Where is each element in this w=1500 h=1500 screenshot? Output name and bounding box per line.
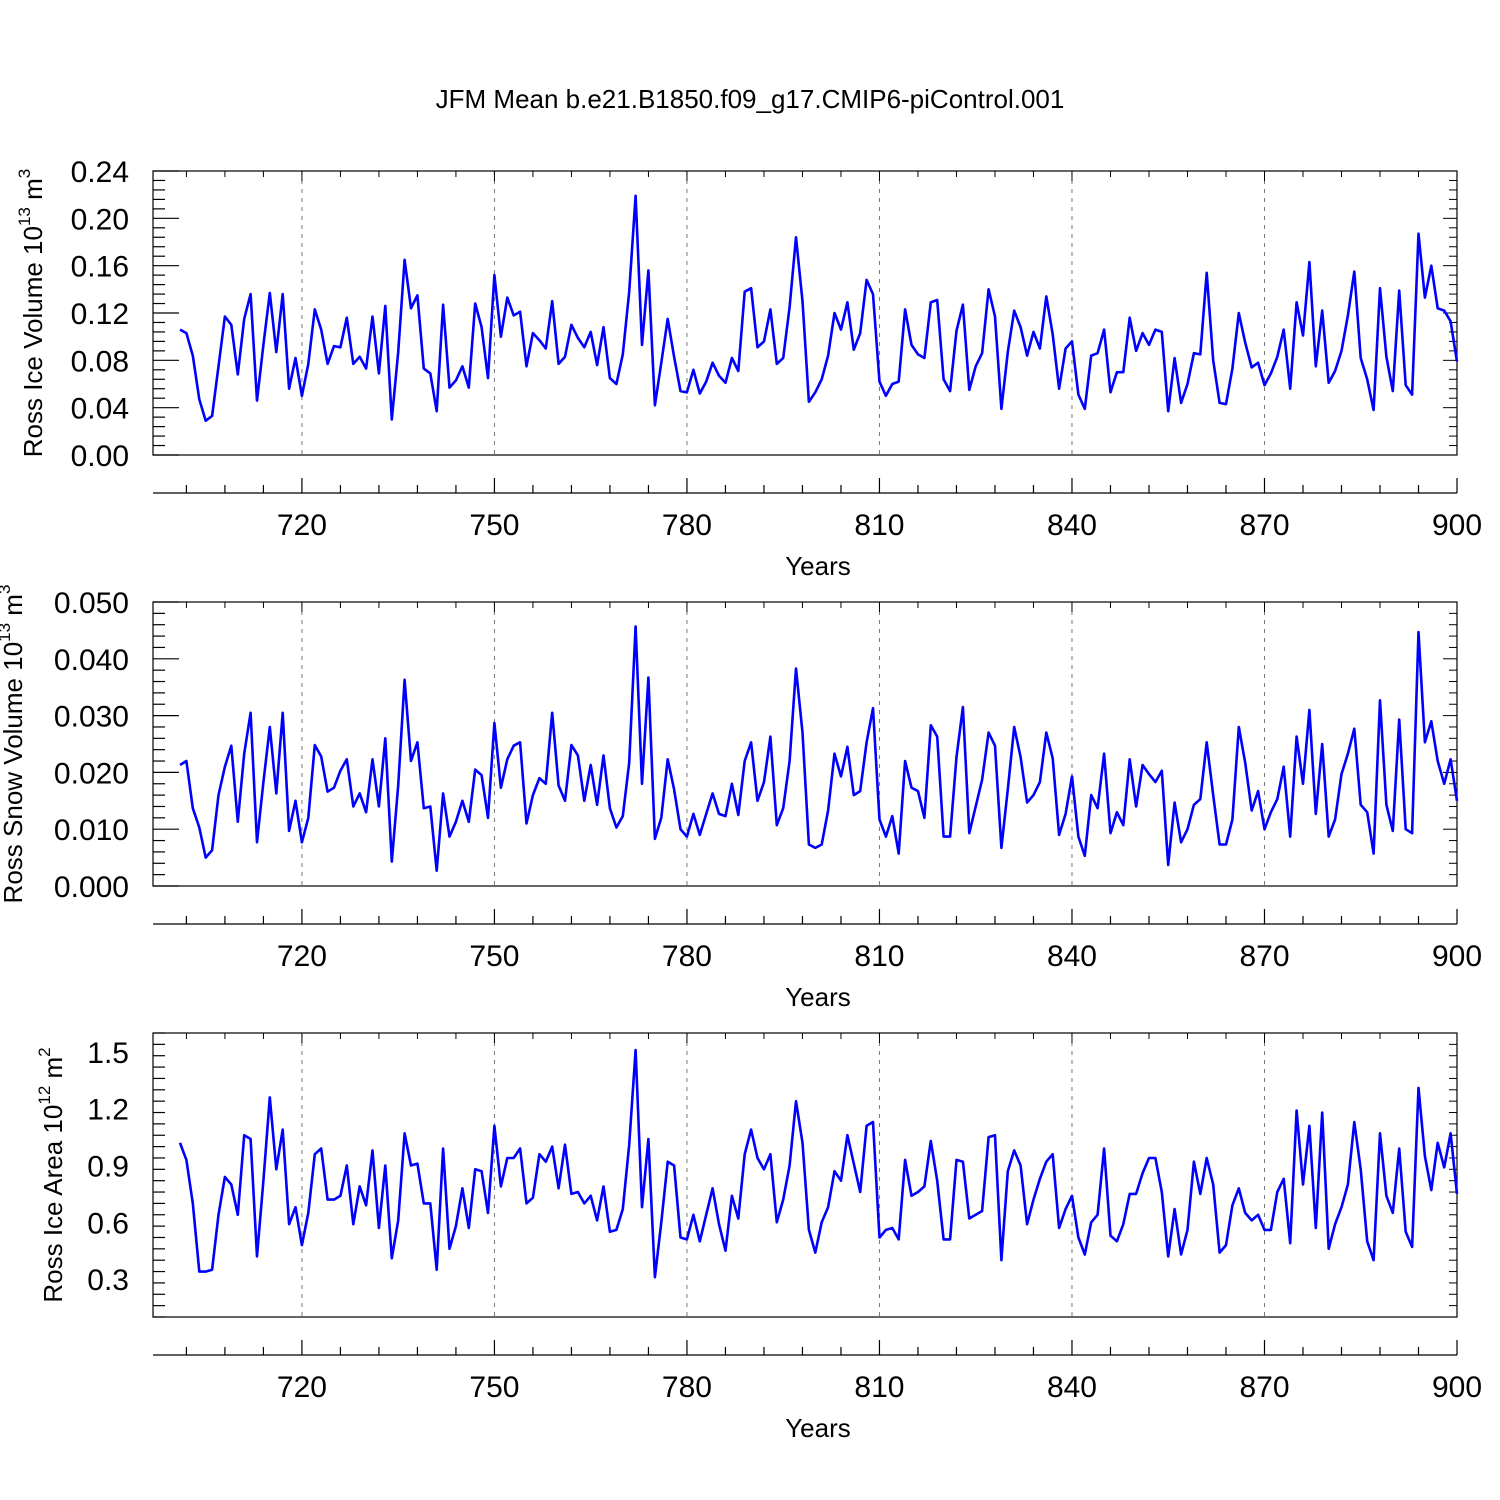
y-tick-label: 0.16 — [71, 251, 129, 284]
x-tick-label: 840 — [1047, 940, 1097, 973]
y-tick-label: 0.24 — [71, 156, 129, 189]
x-tick-label: 870 — [1239, 940, 1289, 973]
x-tick-label: 720 — [277, 1371, 327, 1404]
x-tick-label: 900 — [1432, 509, 1482, 542]
y-tick-label: 0.00 — [71, 440, 129, 473]
x-tick-label: 810 — [854, 509, 904, 542]
x-tick-label: 840 — [1047, 509, 1097, 542]
chart-title: JFM Mean b.e21.B1850.f09_g17.CMIP6-piCon… — [436, 84, 1065, 114]
x-tick-label: 900 — [1432, 1371, 1482, 1404]
x-tick-label: 750 — [469, 1371, 519, 1404]
y-tick-label: 0.3 — [87, 1264, 129, 1297]
y-tick-label: 0.010 — [54, 814, 129, 847]
x-tick-label: 810 — [854, 1371, 904, 1404]
x-tick-label: 780 — [662, 940, 712, 973]
x-tick-label: 780 — [662, 1371, 712, 1404]
plot-frame — [152, 601, 1458, 887]
x-axis-label: Years — [785, 551, 851, 581]
y-tick-label: 0.6 — [87, 1207, 129, 1240]
y-tick-label: 0.030 — [54, 701, 129, 734]
chart-panel-3: 720 750 780 810 840 870 900 Years 0.3 0.6 0.9 1.2 1.… — [35, 1032, 1482, 1443]
chart-panels: 720 750 780 810 840 870 900 Years 0.00 0.04 0.08 0.… — [0, 156, 1482, 1443]
data-series-line — [179, 625, 1459, 873]
x-tick-label: 900 — [1432, 940, 1482, 973]
y-axis-label: Ross Snow Volume 1013 m3 — [0, 585, 28, 904]
y-tick-label: 0.08 — [71, 345, 129, 378]
x-tick-label: 750 — [469, 509, 519, 542]
data-series-line — [178, 1048, 1459, 1279]
y-tick-label: 1.2 — [87, 1094, 129, 1127]
y-tick-label: 0.040 — [54, 644, 129, 677]
x-tick-label: 750 — [469, 940, 519, 973]
plot-frame — [152, 170, 1458, 456]
x-axis-label: Years — [785, 982, 851, 1012]
y-tick-label: 0.20 — [71, 203, 129, 236]
x-axis-label: Years — [785, 1413, 851, 1443]
x-tick-label: 720 — [277, 509, 327, 542]
y-axis-label: Ross Ice Volume 1013 m3 — [15, 169, 48, 458]
x-tick-label: 720 — [277, 940, 327, 973]
x-tick-label: 870 — [1239, 1371, 1289, 1404]
x-tick-label: 840 — [1047, 1371, 1097, 1404]
plot-frame — [152, 1032, 1458, 1318]
y-tick-label: 0.050 — [54, 587, 129, 620]
y-tick-label: 0.12 — [71, 298, 129, 331]
x-tick-label: 780 — [662, 509, 712, 542]
y-tick-label: 0.000 — [54, 871, 129, 904]
y-tick-label: 0.020 — [54, 757, 129, 790]
y-tick-label: 1.5 — [87, 1037, 129, 1070]
x-tick-label: 810 — [854, 940, 904, 973]
data-series-line — [179, 194, 1459, 423]
x-tick-label: 870 — [1239, 509, 1289, 542]
y-tick-label: 0.9 — [87, 1151, 129, 1184]
y-tick-label: 0.04 — [71, 393, 129, 426]
y-axis-label: Ross Ice Area 1012 m2 — [35, 1047, 68, 1302]
chart-panel-1: 720 750 780 810 840 870 900 Years 0.00 0.04 0.08 0.… — [15, 156, 1482, 581]
chart-panel-2: 720 750 780 810 840 870 900 Years 0.000 0.010 0.02… — [0, 585, 1482, 1012]
